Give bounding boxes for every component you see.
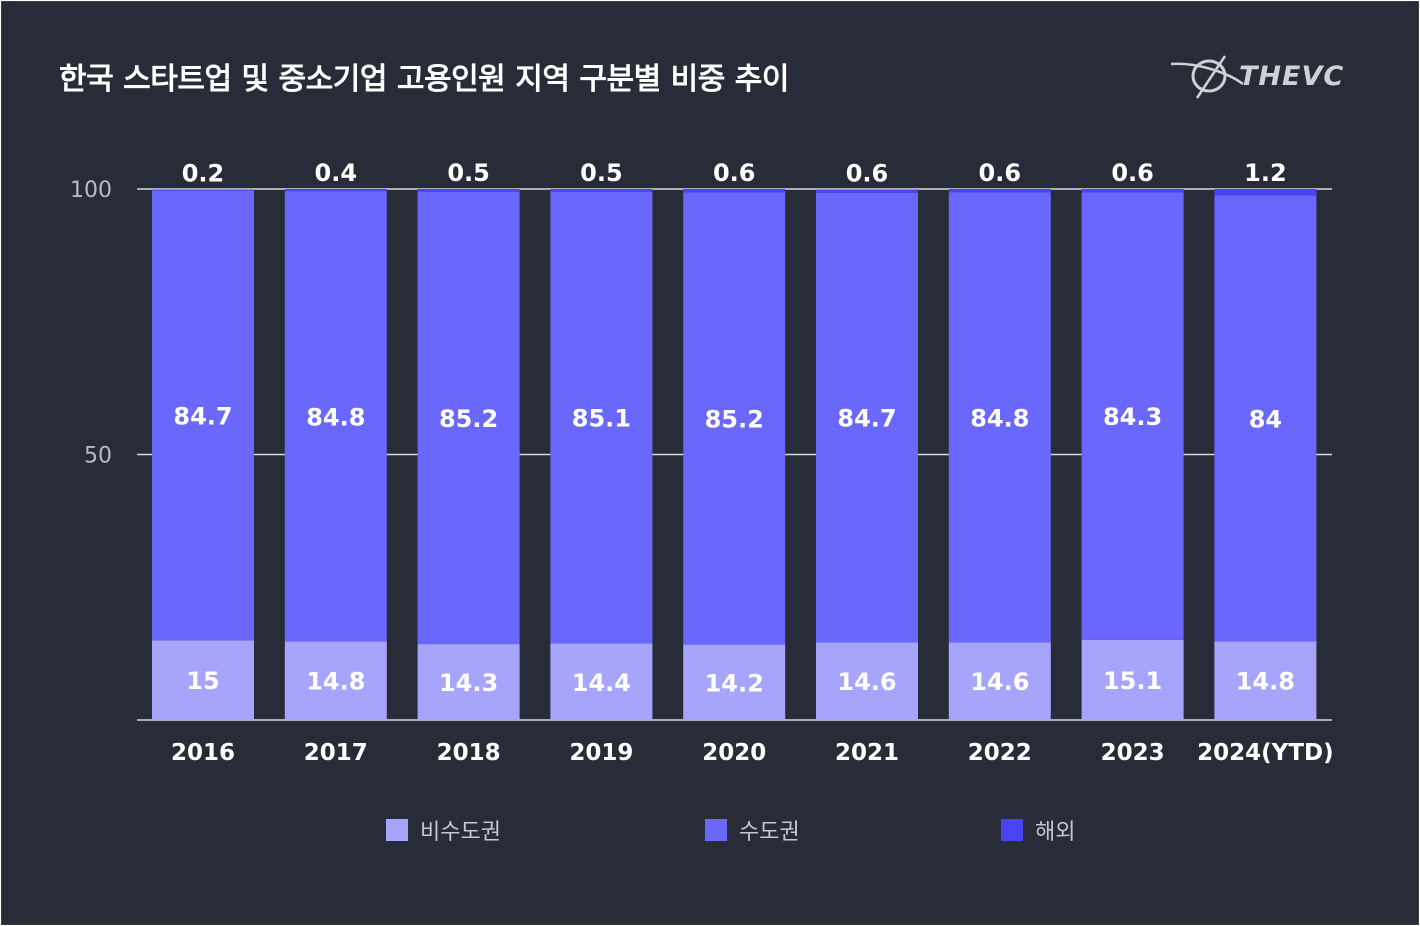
- legend-item-capital[interactable]: 수도권: [705, 817, 800, 845]
- y-tick-label: 50: [84, 444, 112, 469]
- data-label-overseas: 0.6: [713, 159, 756, 187]
- data-label-capital: 84.8: [970, 404, 1029, 432]
- bar-overseas[interactable]: [152, 189, 254, 191]
- bar-non-capital[interactable]: [816, 642, 918, 720]
- legend-item-non-capital[interactable]: 비수도권: [386, 817, 501, 845]
- data-label-capital: 84: [1249, 405, 1282, 433]
- bar-capital[interactable]: [152, 190, 254, 641]
- bar-capital[interactable]: [1214, 195, 1317, 642]
- x-tick-label: 2021: [835, 740, 899, 766]
- data-label-non-capital: 14.2: [705, 669, 764, 697]
- legend-label: 수도권: [739, 820, 800, 845]
- data-label-non-capital: 14.8: [306, 668, 365, 696]
- bar-overseas[interactable]: [948, 189, 1051, 193]
- x-tick-label: 2020: [702, 740, 766, 766]
- data-label-capital: 84.3: [1103, 403, 1162, 431]
- legend-swatch-overseas: [1001, 819, 1023, 841]
- x-tick-label: 2019: [569, 740, 633, 766]
- bar-capital[interactable]: [550, 191, 653, 644]
- data-label-overseas: 0.6: [1111, 159, 1154, 187]
- bar-non-capital[interactable]: [1214, 641, 1317, 720]
- data-label-capital: 85.2: [705, 405, 764, 433]
- legend-item-overseas[interactable]: 해외: [1001, 817, 1076, 845]
- legend-swatch-non-capital: [386, 819, 408, 841]
- bar-non-capital[interactable]: [683, 644, 786, 720]
- bar-non-capital[interactable]: [284, 641, 387, 720]
- x-tick-label: 2022: [968, 740, 1032, 766]
- bar-capital[interactable]: [683, 192, 786, 645]
- data-label-capital: 85.2: [439, 405, 498, 433]
- data-label-overseas: 0.6: [846, 160, 889, 188]
- x-tick-label: 2018: [437, 740, 501, 766]
- legend-label: 해외: [1035, 820, 1076, 845]
- bar-capital[interactable]: [948, 192, 1051, 643]
- data-label-overseas: 0.2: [182, 160, 225, 188]
- data-label-non-capital: 14.8: [1236, 668, 1295, 696]
- thevc-logo: THEVC: [1170, 55, 1344, 99]
- stacked-bar-chart: 100 50 15 84.7 0.2 14.8 84.8 0.4 14.3 85.2 0.5 14.…: [70, 159, 1334, 766]
- data-label-overseas: 0.5: [580, 159, 623, 187]
- bar-capital[interactable]: [816, 192, 918, 643]
- bar-overseas[interactable]: [417, 189, 520, 192]
- data-label-capital: 84.7: [173, 402, 232, 430]
- bar-non-capital[interactable]: [550, 643, 653, 720]
- bar-overseas[interactable]: [550, 189, 653, 192]
- x-tick-label: 2016: [171, 740, 235, 766]
- data-label-non-capital: 14.6: [970, 668, 1029, 696]
- data-label-overseas: 0.4: [315, 159, 358, 187]
- data-label-non-capital: 15.1: [1103, 667, 1162, 695]
- bar-non-capital[interactable]: [152, 640, 254, 720]
- x-tick-label: 2017: [304, 740, 368, 766]
- data-label-capital: 85.1: [572, 405, 631, 433]
- data-label-non-capital: 15: [186, 667, 219, 695]
- bar-overseas[interactable]: [683, 189, 786, 193]
- bar-capital[interactable]: [284, 191, 387, 642]
- bar-overseas[interactable]: [1214, 189, 1317, 196]
- data-label-overseas: 0.6: [979, 159, 1022, 187]
- data-label-capital: 84.8: [306, 403, 365, 431]
- x-tick-label: 2023: [1101, 740, 1165, 766]
- bar-non-capital[interactable]: [417, 644, 520, 720]
- data-label-non-capital: 14.6: [837, 668, 896, 696]
- bar-overseas[interactable]: [816, 189, 918, 193]
- data-label-capital: 84.7: [837, 405, 896, 433]
- data-label-overseas: 1.2: [1244, 159, 1287, 187]
- page-title: 한국 스타트업 및 중소기업 고용인원 지역 구분별 비중 추이: [59, 62, 789, 97]
- bar-overseas[interactable]: [284, 189, 387, 192]
- legend-swatch-capital: [705, 819, 727, 841]
- orbit-logo-icon: [1170, 55, 1244, 99]
- bar-non-capital[interactable]: [948, 642, 1051, 720]
- bar-non-capital[interactable]: [1081, 639, 1184, 720]
- bar-capital[interactable]: [417, 191, 520, 645]
- data-label-non-capital: 14.3: [439, 669, 498, 697]
- x-tick-label: 2024(YTD): [1197, 740, 1333, 766]
- data-label-overseas: 0.5: [447, 159, 490, 187]
- data-label-non-capital: 14.4: [572, 669, 631, 697]
- bar-capital[interactable]: [1081, 192, 1184, 640]
- bar-overseas[interactable]: [1081, 189, 1184, 193]
- y-tick-label: 100: [70, 178, 112, 203]
- logo-text: THEVC: [1239, 61, 1344, 92]
- legend-label: 비수도권: [420, 820, 501, 845]
